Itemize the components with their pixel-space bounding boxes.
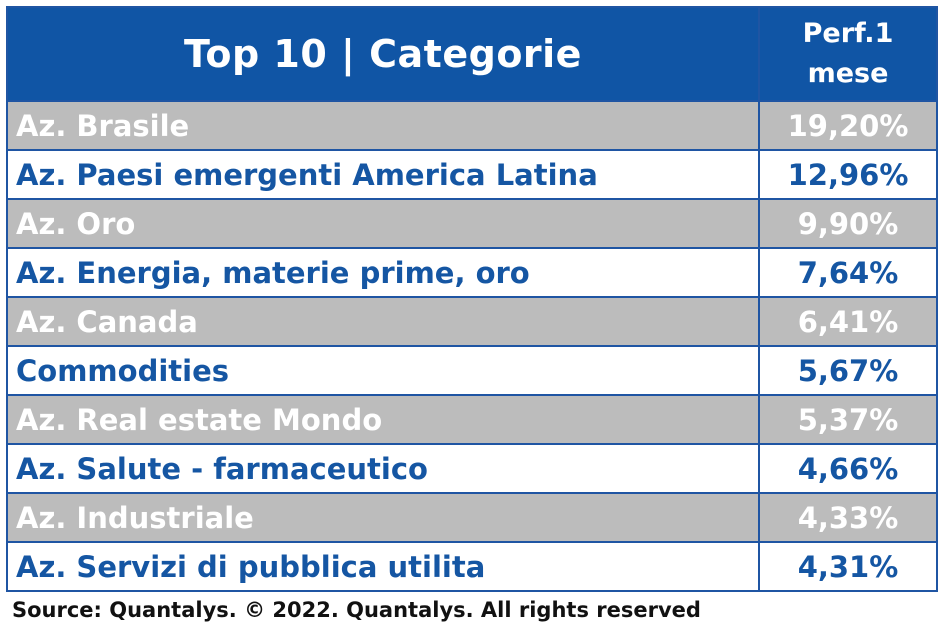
category-name-cell: Az. Energia, materie prime, oro xyxy=(6,247,760,298)
table-title: Top 10 | Categorie xyxy=(6,6,760,102)
category-name-cell: Az. Canada xyxy=(6,296,760,347)
table-row: Az. Brasile 19,20% xyxy=(6,100,938,151)
table-row: Az. Salute - farmaceutico 4,66% xyxy=(6,443,938,494)
category-name-cell: Az. Paesi emergenti America Latina xyxy=(6,149,760,200)
top10-table: Top 10 | Categorie Perf.1 mese Az. Brasi… xyxy=(6,6,938,592)
category-name-cell: Az. Brasile xyxy=(6,100,760,151)
performance-value-cell: 19,20% xyxy=(758,100,938,151)
table-row: Az. Oro 9,90% xyxy=(6,198,938,249)
table-row: Az. Canada 6,41% xyxy=(6,296,938,347)
table-header-row: Top 10 | Categorie Perf.1 mese xyxy=(6,6,938,102)
performance-value-cell: 9,90% xyxy=(758,198,938,249)
perf-header-line-2: mese xyxy=(807,58,889,89)
table-row: Az. Paesi emergenti America Latina 12,96% xyxy=(6,149,938,200)
table-row: Commodities 5,67% xyxy=(6,345,938,396)
category-name-cell: Az. Industriale xyxy=(6,492,760,543)
table-row: Az. Real estate Mondo 5,37% xyxy=(6,394,938,445)
table-row: Az. Energia, materie prime, oro 7,64% xyxy=(6,247,938,298)
performance-value-cell: 4,33% xyxy=(758,492,938,543)
category-name-cell: Az. Servizi di pubblica utilita xyxy=(6,541,760,592)
performance-value-cell: 5,37% xyxy=(758,394,938,445)
performance-value-cell: 4,66% xyxy=(758,443,938,494)
source-note: Source: Quantalys. © 2022. Quantalys. Al… xyxy=(12,598,701,622)
perf-column-header: Perf.1 mese xyxy=(758,6,938,102)
table-row: Az. Industriale 4,33% xyxy=(6,492,938,543)
category-name-cell: Az. Salute - farmaceutico xyxy=(6,443,760,494)
category-name-cell: Az. Oro xyxy=(6,198,760,249)
performance-value-cell: 12,96% xyxy=(758,149,938,200)
performance-value-cell: 5,67% xyxy=(758,345,938,396)
table-body: Az. Brasile 19,20% Az. Paesi emergenti Ame… xyxy=(6,100,938,592)
category-name-cell: Az. Real estate Mondo xyxy=(6,394,760,445)
performance-value-cell: 7,64% xyxy=(758,247,938,298)
perf-header-line-1: Perf.1 xyxy=(802,18,894,49)
performance-value-cell: 4,31% xyxy=(758,541,938,592)
category-name-cell: Commodities xyxy=(6,345,760,396)
performance-value-cell: 6,41% xyxy=(758,296,938,347)
table-row: Az. Servizi di pubblica utilita 4,31% xyxy=(6,541,938,592)
